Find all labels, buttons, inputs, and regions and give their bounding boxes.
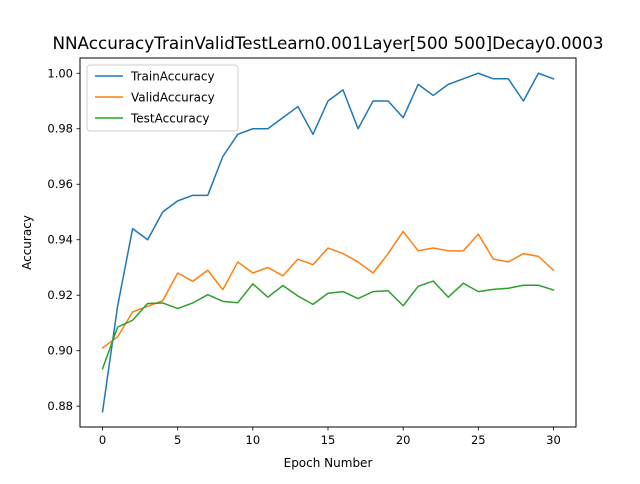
x-axis-label: Epoch Number <box>284 456 373 470</box>
y-tick-label: 1.00 <box>47 66 73 80</box>
y-axis-label: Accuracy <box>20 215 34 270</box>
legend: TrainAccuracy ValidAccuracy TestAccuracy <box>86 64 239 132</box>
y-tick-label: 0.90 <box>47 344 73 358</box>
x-axis: 0 5 10 15 20 25 30 <box>99 427 561 447</box>
y-tick-label: 0.94 <box>47 233 73 247</box>
x-tick-label: 25 <box>471 433 486 447</box>
legend-label-trainaccuracy: TrainAccuracy <box>130 70 215 84</box>
y-tick-label: 0.88 <box>47 399 73 413</box>
legend-box <box>86 64 239 132</box>
y-tick-label: 0.98 <box>47 122 73 136</box>
x-tick-label: 5 <box>174 433 181 447</box>
x-tick-label: 20 <box>396 433 411 447</box>
y-axis: 0.88 0.90 0.92 0.94 0.96 0.98 1.00 <box>47 66 80 413</box>
x-tick-label: 0 <box>99 433 106 447</box>
x-tick-label: 30 <box>546 433 561 447</box>
chart-title: NNAccuracyTrainValidTestLearn0.001Layer[… <box>52 33 603 53</box>
legend-label-testaccuracy: TestAccuracy <box>130 112 209 126</box>
series-line-testaccuracy <box>101 280 555 370</box>
series-line-validaccuracy <box>101 230 555 349</box>
x-tick-label: 10 <box>246 433 261 447</box>
y-tick-label: 0.92 <box>47 288 73 302</box>
series-layer <box>101 72 555 413</box>
x-tick-label: 15 <box>321 433 336 447</box>
series-line-trainaccuracy <box>101 72 555 413</box>
legend-label-validaccuracy: ValidAccuracy <box>131 91 215 105</box>
y-tick-label: 0.96 <box>47 177 73 191</box>
